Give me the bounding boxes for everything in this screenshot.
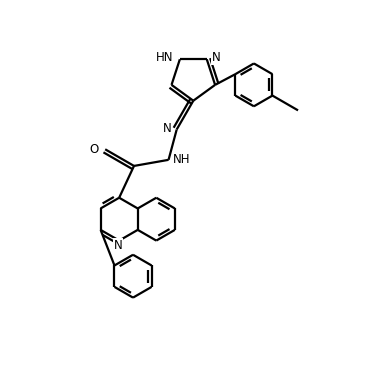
Text: HN: HN: [156, 51, 173, 64]
Text: N: N: [212, 51, 221, 64]
Text: N: N: [163, 122, 172, 135]
Text: NH: NH: [173, 153, 190, 166]
Text: O: O: [90, 143, 99, 156]
Text: N: N: [114, 239, 123, 252]
